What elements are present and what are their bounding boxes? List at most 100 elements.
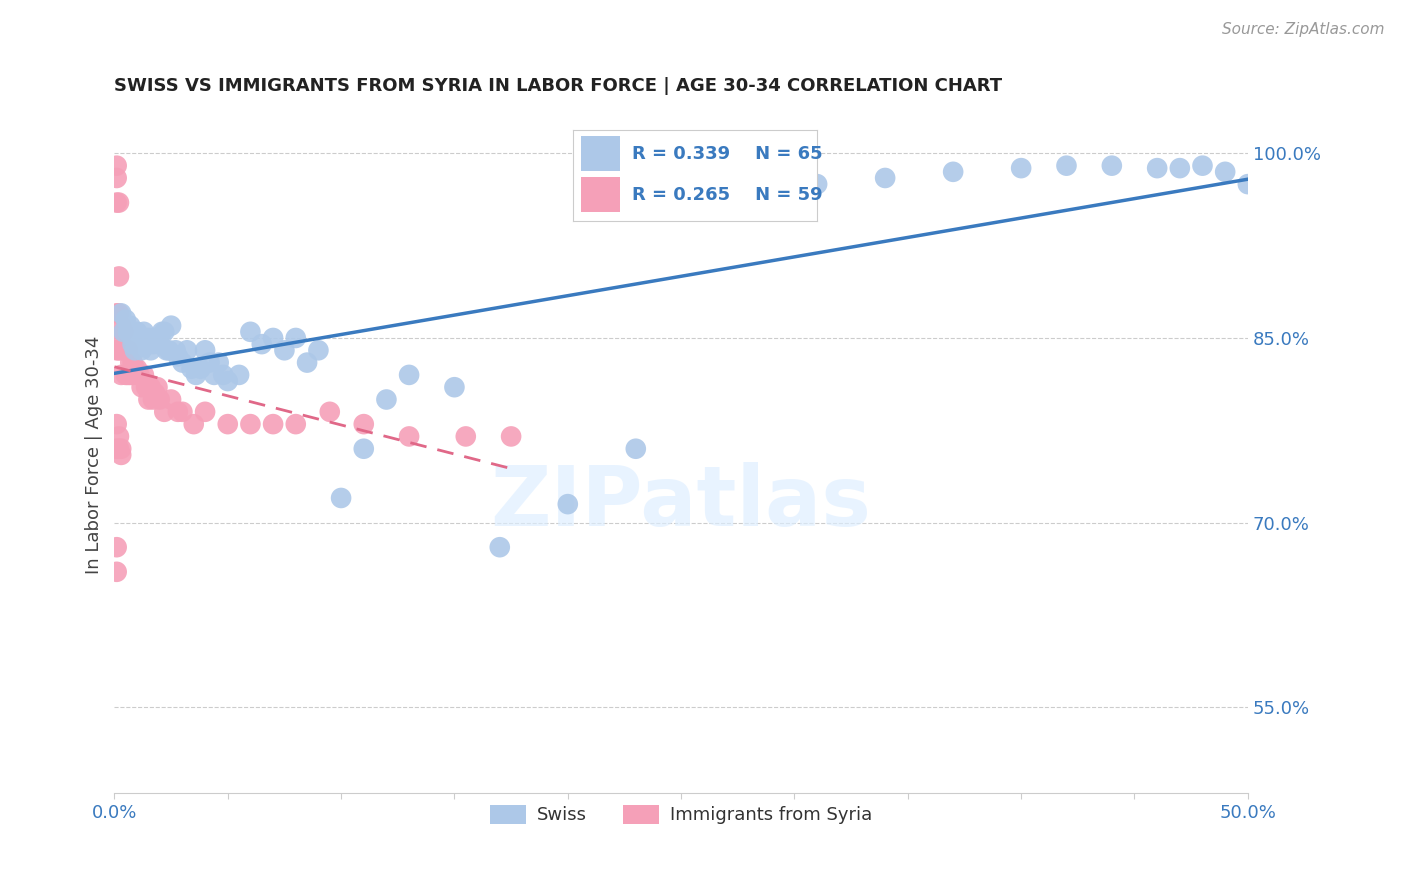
Point [273, 343, 295, 358]
Point [114, 343, 136, 358]
Point [198, 355, 221, 369]
Point [146, 331, 169, 345]
Point [172, 405, 194, 419]
Point [120, 368, 142, 382]
Point [132, 325, 155, 339]
Point [125, 325, 148, 339]
Point [105, 171, 128, 186]
Point [307, 343, 329, 358]
Point [167, 350, 190, 364]
Point [1213, 165, 1236, 179]
Point [443, 380, 465, 394]
Point [120, 355, 142, 369]
Point [143, 331, 166, 345]
Point [353, 417, 375, 431]
Point [112, 325, 135, 339]
Point [121, 337, 143, 351]
Point [1146, 161, 1168, 175]
Point [398, 429, 420, 443]
Point [142, 392, 165, 407]
Point [160, 392, 183, 407]
Point [108, 429, 131, 443]
Point [295, 355, 318, 369]
Point [146, 380, 169, 394]
Point [250, 337, 273, 351]
Point [121, 355, 143, 369]
Point [143, 386, 166, 401]
Point [398, 368, 420, 382]
Point [139, 343, 162, 358]
Point [875, 171, 897, 186]
Point [105, 159, 128, 173]
Point [135, 337, 157, 351]
Point [110, 442, 132, 456]
Text: ZIPatlas: ZIPatlas [491, 462, 872, 542]
Point [1056, 159, 1078, 173]
Point [319, 405, 342, 419]
Point [105, 331, 128, 345]
Point [117, 343, 139, 358]
Point [557, 497, 579, 511]
Y-axis label: In Labor Force | Age 30-34: In Labor Force | Age 30-34 [86, 335, 103, 574]
Point [501, 429, 523, 443]
Point [110, 448, 132, 462]
Point [110, 318, 132, 333]
Point [110, 368, 132, 382]
Point [121, 331, 143, 345]
Point [128, 368, 150, 382]
Point [153, 405, 176, 419]
Point [105, 442, 128, 456]
Point [105, 565, 128, 579]
Point [212, 368, 235, 382]
Point [121, 368, 143, 382]
Point [217, 374, 239, 388]
Point [108, 343, 131, 358]
Point [105, 195, 128, 210]
Text: Source: ZipAtlas.com: Source: ZipAtlas.com [1222, 22, 1385, 37]
Point [488, 540, 510, 554]
Point [183, 417, 205, 431]
Point [284, 331, 307, 345]
Point [138, 392, 160, 407]
Legend: Swiss, Immigrants from Syria: Swiss, Immigrants from Syria [482, 798, 880, 831]
Point [149, 337, 172, 351]
Point [117, 368, 139, 382]
Point [108, 195, 131, 210]
Point [157, 343, 180, 358]
Point [117, 325, 139, 339]
Point [150, 325, 173, 339]
Point [112, 343, 135, 358]
Point [184, 368, 207, 382]
Point [284, 417, 307, 431]
Point [353, 442, 375, 456]
Point [105, 343, 128, 358]
Text: SWISS VS IMMIGRANTS FROM SYRIA IN LABOR FORCE | AGE 30-34 CORRELATION CHART: SWISS VS IMMIGRANTS FROM SYRIA IN LABOR … [114, 78, 1002, 95]
Point [128, 337, 150, 351]
Point [131, 343, 153, 358]
Point [1168, 161, 1191, 175]
Point [114, 312, 136, 326]
Point [108, 306, 131, 320]
Point [155, 343, 177, 358]
Point [149, 392, 172, 407]
Point [202, 368, 225, 382]
Point [172, 355, 194, 369]
Point [125, 361, 148, 376]
Point [176, 343, 198, 358]
Point [454, 429, 477, 443]
Point [330, 491, 353, 505]
Point [108, 442, 131, 456]
Point [942, 165, 965, 179]
Point [375, 392, 398, 407]
Point [125, 368, 148, 382]
Point [165, 343, 187, 358]
Point [194, 343, 217, 358]
Point [239, 325, 262, 339]
Point [114, 368, 136, 382]
Point [132, 368, 155, 382]
Point [131, 380, 153, 394]
Point [167, 405, 190, 419]
Point [190, 361, 212, 376]
Point [105, 417, 128, 431]
Point [135, 380, 157, 394]
